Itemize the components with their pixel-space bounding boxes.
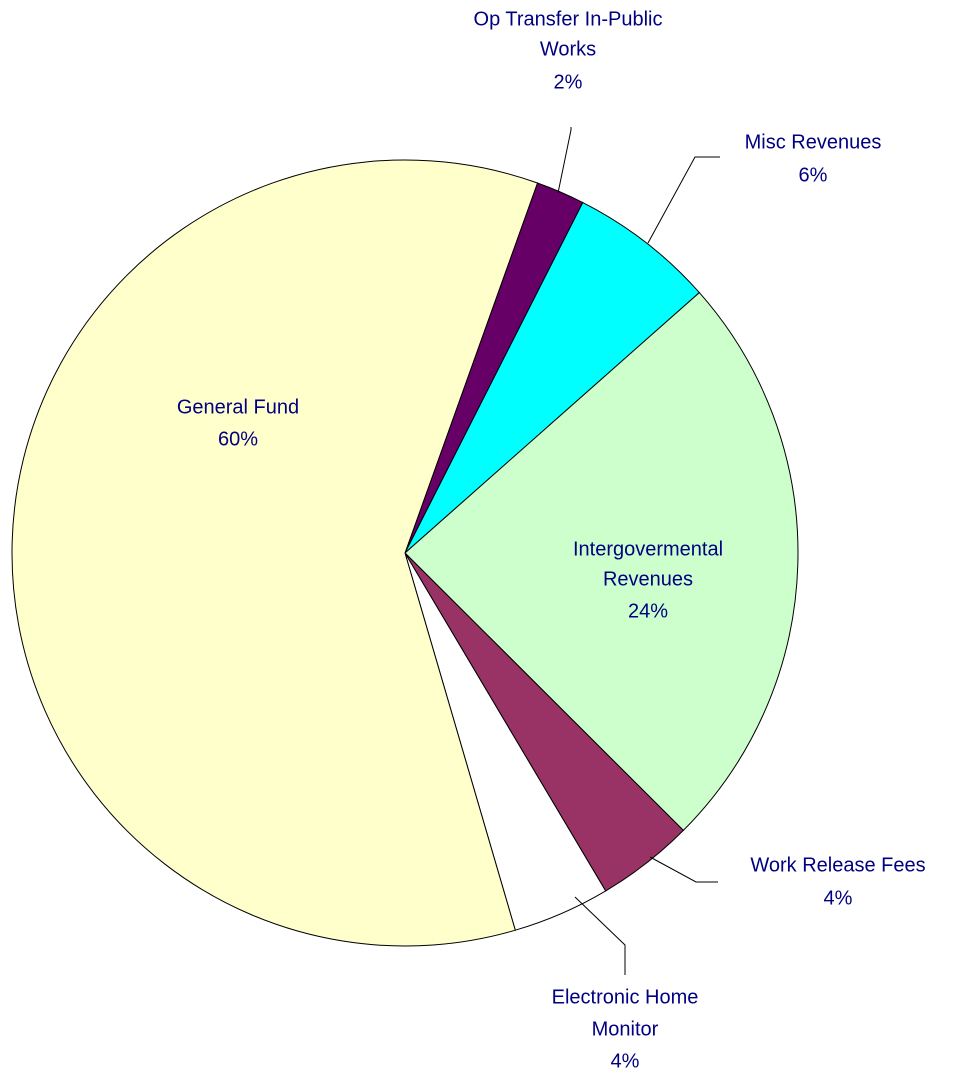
slice-label: Monitor — [592, 1018, 659, 1040]
slice-value-label: 2% — [554, 71, 583, 93]
leader-line — [647, 156, 720, 244]
slice-value-label: 60% — [218, 428, 258, 450]
leader-line — [574, 896, 626, 975]
slice-label: Revenues — [603, 568, 693, 590]
slice-label: Works — [540, 38, 596, 60]
pie-slice — [11, 159, 539, 947]
slice-value-label: 6% — [799, 164, 828, 186]
leader-line — [557, 127, 572, 194]
slice-value-label: 4% — [611, 1050, 640, 1072]
slice-value-label: 4% — [824, 887, 853, 909]
slice-label: Electronic Home — [552, 986, 699, 1008]
pie-slice — [404, 291, 799, 832]
slice-label: Misc Revenues — [745, 131, 882, 153]
slice-label: Intergovermental — [573, 538, 723, 560]
slice-label: General Fund — [177, 396, 299, 418]
leader-line — [649, 856, 718, 883]
pie-slice — [404, 201, 701, 554]
slice-label: Op Transfer In-Public — [474, 8, 663, 30]
slice-value-label: 24% — [628, 600, 668, 622]
slice-label: Work Release Fees — [750, 854, 925, 876]
